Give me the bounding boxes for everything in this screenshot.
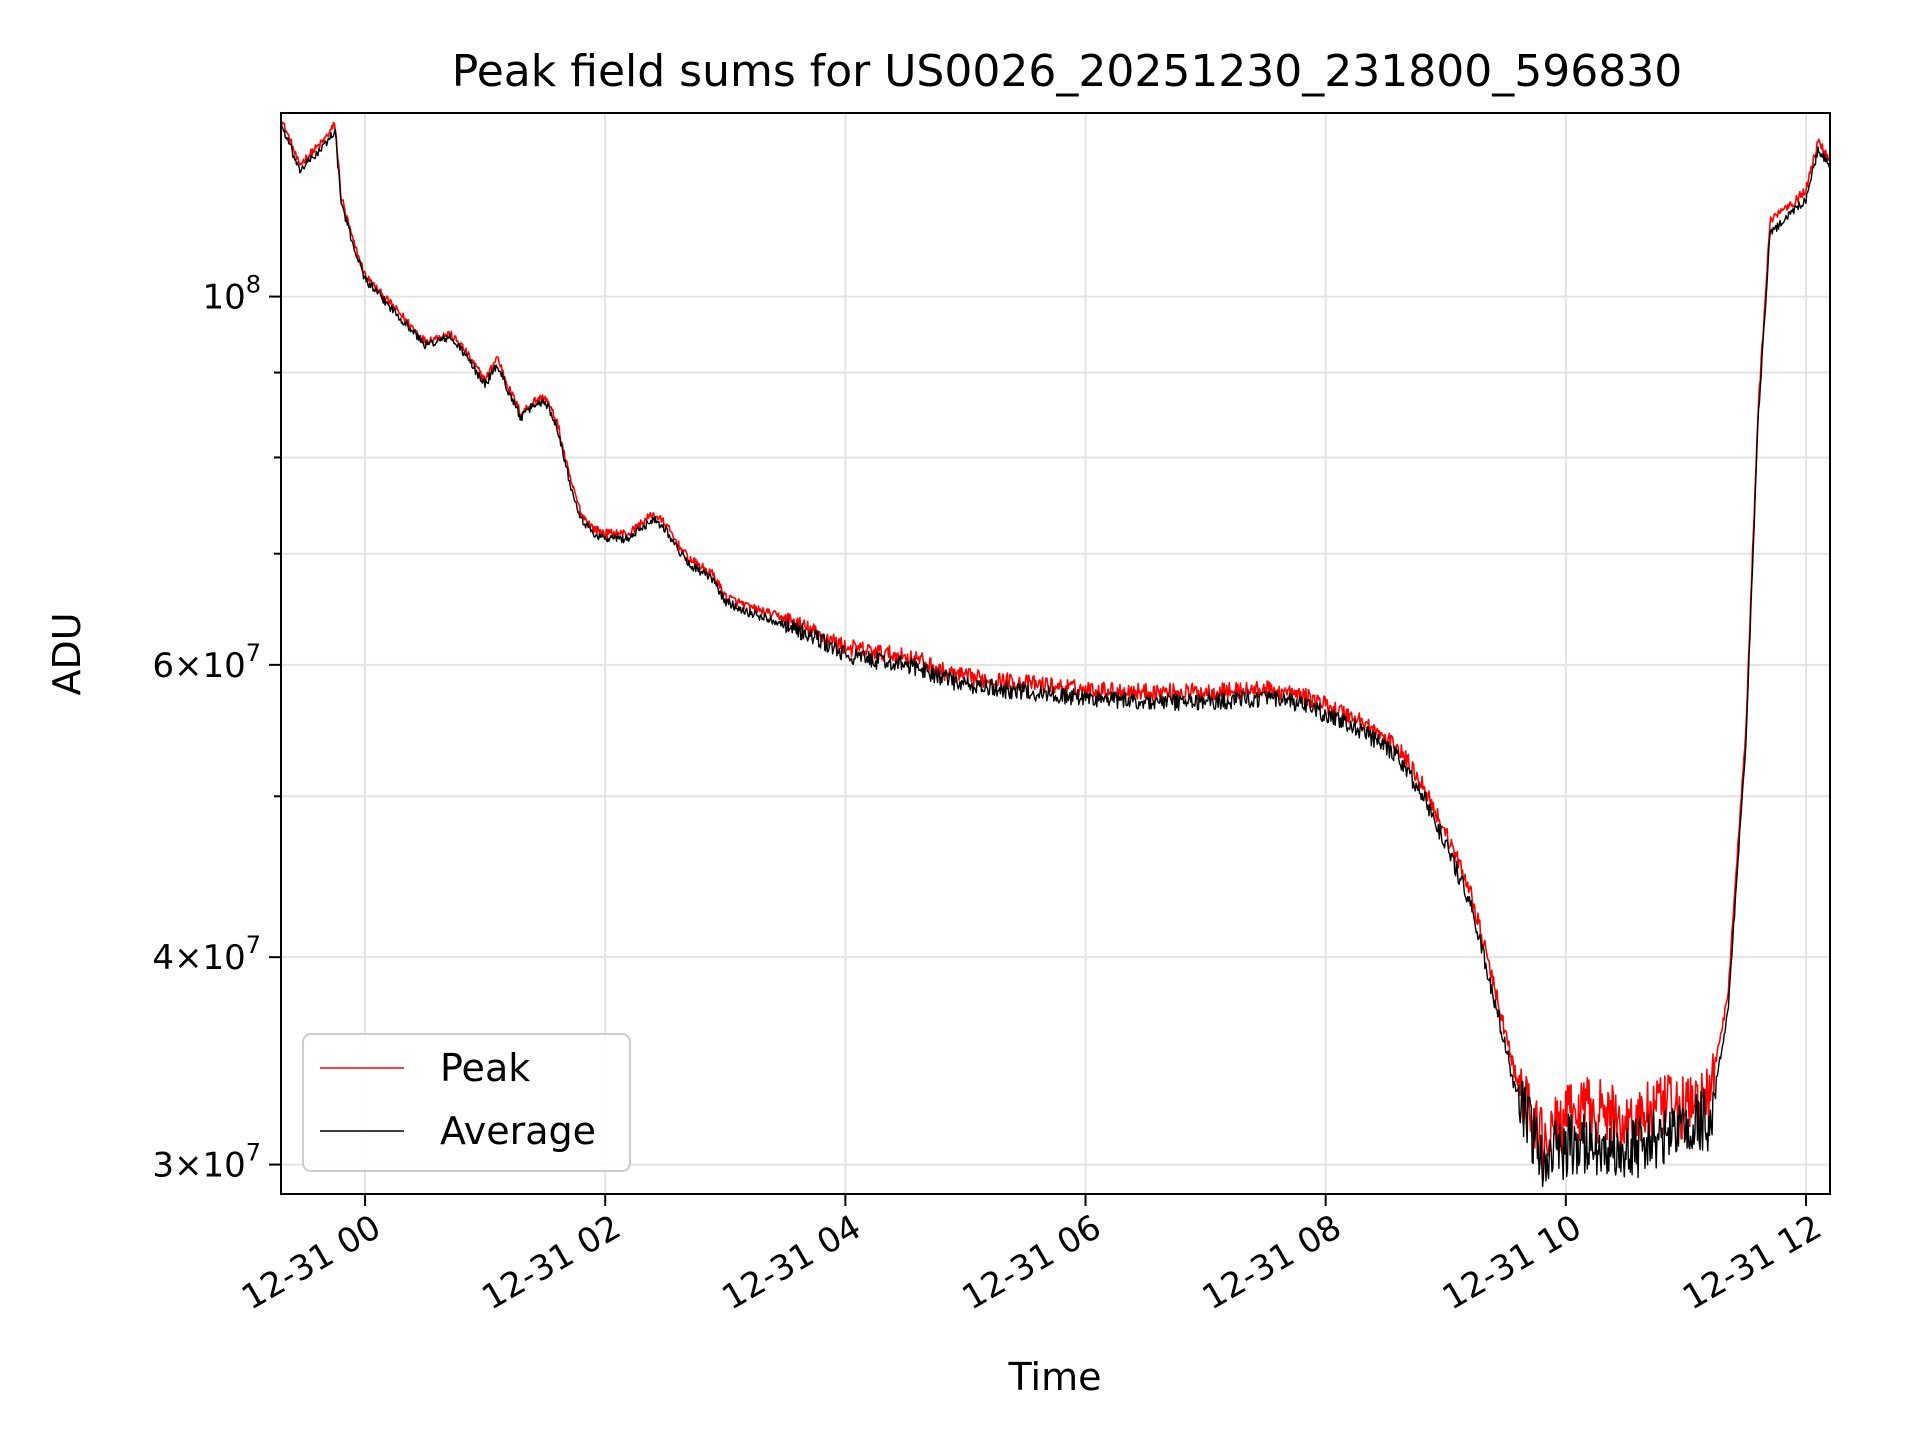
y-axis-label: ADU <box>45 612 89 695</box>
legend: Peak Average <box>302 1033 631 1172</box>
chart-title: Peak field sums for US0026_20251230_2318… <box>452 46 1682 97</box>
series-line-average <box>281 125 1830 1188</box>
series-layer <box>281 121 1830 1188</box>
y-tick-label: 6×107 <box>152 639 261 686</box>
legend-label-average: Average <box>440 1109 596 1153</box>
x-axis-label: Time <box>1008 1355 1102 1399</box>
legend-label-peak: Peak <box>440 1046 530 1090</box>
plot-frame <box>280 112 1831 1195</box>
y-tick-label: 3×107 <box>152 1139 261 1186</box>
y-tick-label: 4×107 <box>152 931 261 978</box>
y-tick-label: 108 <box>202 271 261 318</box>
